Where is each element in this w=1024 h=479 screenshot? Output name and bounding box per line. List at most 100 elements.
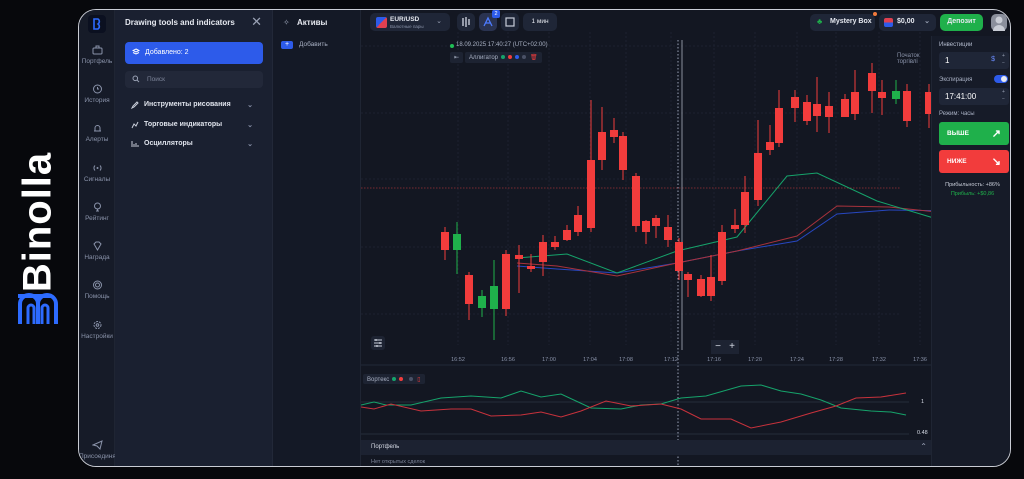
time-tick: 17:12	[664, 357, 678, 363]
rail-label: Помощь	[84, 293, 110, 300]
brand-area: Binolla	[0, 0, 78, 479]
close-icon[interactable]: ✕	[251, 14, 262, 29]
zoom-out-button[interactable]: −	[711, 340, 725, 354]
rail-item-rating[interactable]: Рейтинг	[79, 202, 115, 222]
rail-item-settings[interactable]: Настройки	[79, 320, 115, 340]
pair-name: EUR/USD	[390, 16, 420, 23]
mystery-box-button[interactable]: ♣ Mystery Box	[810, 12, 877, 31]
panel-title: Drawing tools and indicators	[125, 18, 235, 27]
higher-label: ВЫШЕ	[947, 130, 969, 137]
visibility-icon[interactable]	[522, 55, 527, 60]
investment-label: Инвестиции	[939, 42, 973, 48]
history-icon	[92, 84, 102, 94]
rail-item-history[interactable]: История	[79, 84, 115, 104]
rail-label: Награда	[84, 254, 110, 261]
sliders-icon	[374, 339, 382, 347]
rail-label: Сигналы	[83, 176, 111, 183]
category-drawing-tools[interactable]: Инструменты рисования ⌄	[131, 101, 253, 109]
app-window: Портфель История Алерты Сигналы Рейтинг …	[78, 9, 1011, 467]
pair-selector[interactable]: EUR/USD Валютные пары ⌄	[370, 13, 450, 31]
rail-item-help[interactable]: Помощь	[79, 280, 115, 300]
added-indicators-button[interactable]: Добавлено: 2	[125, 42, 263, 64]
arrow-up-right-icon: ↗	[991, 128, 1001, 140]
jaw-color-dot	[501, 55, 506, 60]
lips-color-dot	[515, 55, 520, 60]
category-trading-indicators[interactable]: Торговые индикаторы ⌄	[131, 121, 253, 129]
assets-title: Активы	[297, 18, 328, 27]
app-logo-icon[interactable]	[88, 15, 106, 33]
rail-item-join[interactable]: Присоединяйтесь	[79, 440, 133, 460]
teeth-color-dot	[508, 55, 513, 60]
candles-icon	[462, 17, 470, 27]
expiration-value: 17:41:00	[945, 92, 977, 101]
time-tick: 17:24	[790, 357, 804, 363]
rail-item-alerts[interactable]: Алерты	[79, 123, 115, 143]
rail-label: История	[84, 97, 110, 104]
telegram-icon	[91, 440, 103, 450]
rail-label: Алерты	[85, 136, 109, 143]
time-tick: 17:20	[748, 357, 762, 363]
price-chart[interactable]	[361, 10, 931, 467]
portfolio-bar[interactable]: Портфель ⌃	[361, 440, 931, 455]
portfolio-empty-text: Нет открытых сделок	[371, 459, 426, 465]
diamond-icon	[92, 241, 102, 251]
lower-button[interactable]: НИЖЕ ↘	[939, 150, 1009, 173]
zoom-controls: − +	[711, 336, 739, 354]
higher-button[interactable]: ВЫШЕ ↗	[939, 122, 1009, 145]
indicator-a-icon	[483, 16, 493, 27]
time-tick: 17:32	[872, 357, 886, 363]
expiration-input[interactable]: 17:41:00 + −	[939, 88, 1009, 105]
investment-stepper[interactable]: + −	[1002, 53, 1005, 66]
trade-start-label: Початок торгівлі	[897, 53, 920, 65]
category-oscillators[interactable]: Осцилляторы ⌄	[131, 140, 253, 148]
vi-minus-color-dot	[399, 377, 404, 382]
rail-item-signals[interactable]: Сигналы	[79, 163, 115, 183]
drawing-tools-panel: Drawing tools and indicators ✕ Добавлено…	[115, 10, 273, 466]
delete-icon[interactable]: ▯	[417, 377, 421, 383]
drawing-tools-button[interactable]	[501, 13, 519, 31]
interval-selector[interactable]: 1 мин	[523, 13, 557, 31]
rail-label: Настройки	[81, 333, 113, 340]
osc-level-1: 1	[921, 399, 925, 405]
portfolio-title: Портфель	[371, 444, 400, 450]
rail-item-reward[interactable]: Награда	[79, 241, 115, 261]
rail-label: Рейтинг	[85, 215, 109, 222]
drawing-frame-icon	[505, 17, 515, 27]
lower-label: НИЖЕ	[947, 158, 967, 165]
avatar[interactable]	[991, 14, 1007, 31]
deposit-button[interactable]: Депозит	[940, 14, 983, 31]
trade-panel: Инвестиции 1 $ + − Экспирация 17:41:00 + −…	[931, 36, 1010, 466]
chart-area[interactable]: EUR/USD Валютные пары ⌄ 2 1 мин 18.09.20…	[361, 10, 1010, 467]
zoom-in-button[interactable]: +	[725, 340, 739, 354]
chart-settings-button[interactable]	[371, 336, 385, 350]
chevron-up-icon[interactable]: ⌃	[920, 442, 927, 451]
time-tick: 17:28	[829, 357, 843, 363]
binolla-logo-icon	[18, 293, 58, 324]
profitability-text: Прибыльность: +86%	[945, 182, 1000, 188]
server-datetime: 18.09.2025 17:40:27 (UTC+02:00)	[456, 42, 548, 48]
visibility-icon[interactable]	[409, 377, 414, 382]
chevron-down-icon: ⌄	[247, 102, 253, 109]
indicator-legend: ⇤ Аллигатор 🗑	[450, 52, 544, 63]
expiration-mode-toggle[interactable]	[994, 75, 1008, 83]
arrow-down-right-icon: ↘	[991, 156, 1001, 168]
add-asset-button[interactable]: +	[281, 41, 293, 49]
add-asset-label[interactable]: Добавить	[299, 41, 328, 48]
indicator-name: Аллигатор	[469, 55, 499, 61]
collapse-legend-button[interactable]: ⇤	[450, 52, 464, 63]
trophy-icon	[93, 202, 101, 212]
indicators-button[interactable]: 2	[479, 10, 500, 31]
search-input[interactable]: Поиск	[125, 71, 263, 88]
balance-selector[interactable]: $0,00 ⌄	[879, 14, 936, 31]
vortex-legend[interactable]: Вортекс ▯	[363, 374, 425, 384]
rail-item-portfolio[interactable]: Портфель	[79, 45, 115, 65]
nav-rail: Портфель История Алерты Сигналы Рейтинг …	[79, 10, 133, 466]
investment-input[interactable]: 1 $ + −	[939, 52, 1009, 69]
live-status-dot	[450, 44, 454, 48]
chart-type-button[interactable]	[457, 13, 475, 31]
alligator-legend[interactable]: Аллигатор 🗑	[465, 52, 542, 63]
delete-icon[interactable]: 🗑	[530, 55, 538, 61]
time-tick: 17:16	[707, 357, 721, 363]
expiration-stepper[interactable]: + −	[1002, 89, 1005, 102]
time-tick: 17:08	[619, 357, 633, 363]
